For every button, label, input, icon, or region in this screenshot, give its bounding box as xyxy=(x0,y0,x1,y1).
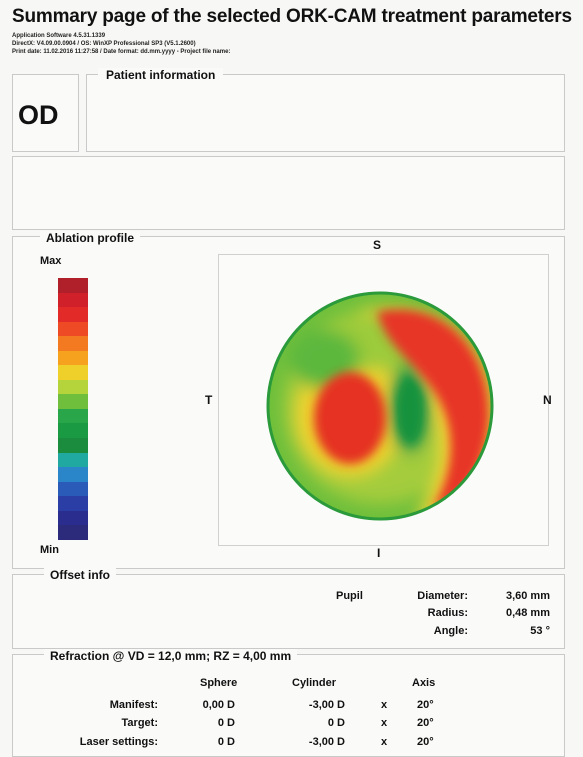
scale-segment xyxy=(58,321,88,337)
diameter-label: Diameter: xyxy=(417,590,468,602)
sphere-header: Sphere xyxy=(200,677,238,689)
direction-nasal: N xyxy=(543,393,552,407)
angle-value: 53 ° xyxy=(530,625,550,637)
scale-segment xyxy=(58,423,88,439)
ablation-map xyxy=(266,291,494,521)
angle-label: Angle: xyxy=(433,625,468,637)
scale-segment xyxy=(58,438,88,453)
offset-info-panel xyxy=(12,574,565,649)
patient-info-panel xyxy=(86,74,565,152)
scale-segment xyxy=(58,365,88,380)
laser-settings-axis: 20° xyxy=(417,736,434,748)
scale-min-label: Min xyxy=(40,544,59,556)
manifest-x: x xyxy=(381,699,388,711)
laser-settings-cylinder: -3,00 D xyxy=(308,736,345,748)
scale-segment xyxy=(58,292,88,308)
scale-segment xyxy=(58,467,88,482)
cylinder-header: Cylinder xyxy=(292,677,337,689)
print-info: Print date: 11.02.2016 11:27:58 / Date f… xyxy=(12,49,231,55)
eye-label: OD xyxy=(18,100,59,130)
scale-segment xyxy=(58,336,88,351)
manifest-sphere: 0,00 D xyxy=(202,699,235,711)
scale-segment xyxy=(58,379,88,395)
target-sphere: 0 D xyxy=(217,717,235,729)
manifest-cylinder: -3,00 D xyxy=(308,699,345,711)
scale-segment xyxy=(58,350,88,366)
offset-info-title: Offset info xyxy=(44,568,116,582)
direction-temporal: T xyxy=(205,393,213,407)
target-axis: 20° xyxy=(417,717,434,729)
target-label: Target: xyxy=(121,717,158,729)
color-scale-bar xyxy=(58,278,88,540)
scale-segment xyxy=(58,394,88,409)
radius-value: 0,48 mm xyxy=(505,607,550,619)
laser-settings-sphere: 0 D xyxy=(217,736,235,748)
target-cylinder: 0 D xyxy=(327,717,345,729)
direction-superior: S xyxy=(373,238,382,252)
diameter-value: 3,60 mm xyxy=(505,590,550,602)
laser-settings-label: Laser settings: xyxy=(79,736,158,748)
scale-segment xyxy=(58,307,88,322)
direction-inferior: I xyxy=(377,546,381,560)
software-version: Application Software 4.5.31.1339 xyxy=(12,33,106,39)
radius-label: Radius: xyxy=(427,607,468,619)
refraction-title: Refraction @ VD = 12,0 mm; RZ = 4,00 mm xyxy=(44,649,298,663)
manifest-label: Manifest: xyxy=(109,699,158,711)
scale-segment xyxy=(58,496,88,511)
scale-segment xyxy=(58,278,88,293)
axis-header: Axis xyxy=(412,677,436,689)
laser-settings-x: x xyxy=(381,736,388,748)
target-x: x xyxy=(381,717,388,729)
scale-segment xyxy=(58,452,88,468)
system-info: DirectX: V4.09.00.0904 / OS: WinXP Profe… xyxy=(12,41,196,47)
ablation-profile-title: Ablation profile xyxy=(40,231,140,245)
manifest-axis: 20° xyxy=(417,699,434,711)
scale-segment xyxy=(58,510,88,526)
scale-segment xyxy=(58,481,88,497)
scale-segment xyxy=(58,525,88,540)
eye-box xyxy=(12,74,79,152)
blank-panel xyxy=(12,156,565,230)
patient-info-title: Patient information xyxy=(98,68,224,82)
pupil-label: Pupil xyxy=(336,590,363,602)
scale-segment xyxy=(58,408,88,424)
page-title: Summary page of the selected ORK-CAM tre… xyxy=(12,6,572,27)
scale-max-label: Max xyxy=(40,255,62,267)
refraction-panel xyxy=(12,654,565,757)
